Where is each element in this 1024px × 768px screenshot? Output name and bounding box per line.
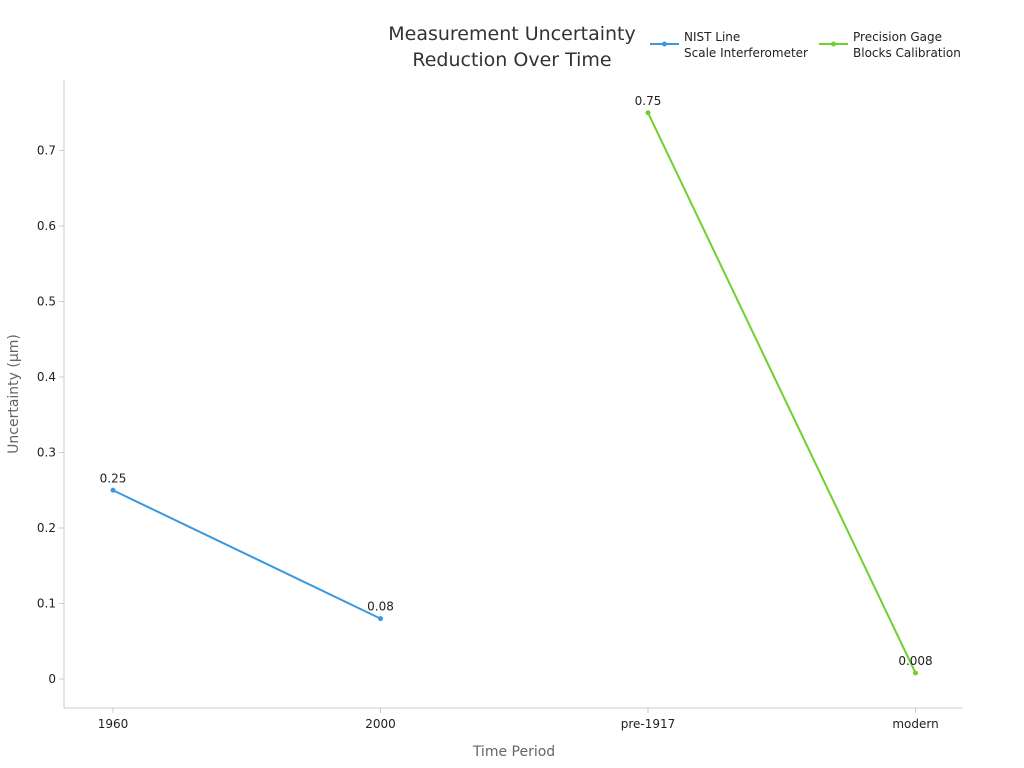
legend-swatch-marker <box>831 41 836 47</box>
legend-item-1[interactable]: NIST Line Scale Interferometer <box>650 30 808 60</box>
data-point[interactable] <box>645 110 651 116</box>
x-tick-label: 2000 <box>365 717 396 731</box>
series-1: 0.25 0.08 <box>100 471 394 622</box>
series-layer: 0.25 0.08 0.75 0.008 <box>100 94 933 676</box>
y-tick-label: 0.3 <box>37 446 56 460</box>
data-label: 0.25 <box>100 471 127 485</box>
data-point[interactable] <box>378 616 383 622</box>
series-line <box>112 489 381 620</box>
y-axis-title: Uncertainty (µm) <box>6 334 22 454</box>
x-tick-label: modern <box>892 717 938 731</box>
legend-label: Blocks Calibration <box>853 46 961 60</box>
legend-item-2[interactable]: Precision Gage Blocks Calibration <box>819 30 961 60</box>
y-tick-label: 0.7 <box>37 144 56 158</box>
legend: NIST Line Scale Interferometer Precision G… <box>650 30 961 60</box>
x-tick-label: 1960 <box>98 717 129 731</box>
y-tick-label: 0.1 <box>37 597 56 611</box>
data-point[interactable] <box>110 487 116 493</box>
y-tick-label: 0.6 <box>37 219 56 233</box>
series-line <box>647 112 917 674</box>
chart-title-line-1: Measurement Uncertainty <box>388 23 635 45</box>
x-axis-title: Time Period <box>472 744 555 760</box>
legend-label: Scale Interferometer <box>684 46 808 60</box>
data-point[interactable] <box>913 670 918 676</box>
legend-label: Precision Gage <box>853 30 942 44</box>
x-tick-label: pre-1917 <box>621 717 676 731</box>
data-label: 0.08 <box>367 600 394 614</box>
y-tick-label: 0.4 <box>37 370 56 384</box>
series-2: 0.75 0.008 <box>635 94 933 676</box>
legend-label: NIST Line <box>684 30 740 44</box>
chart-title-line-2: Reduction Over Time <box>412 49 611 71</box>
y-tick-label: 0 <box>48 672 56 686</box>
legend-swatch-marker <box>662 41 667 47</box>
y-tick-label: 0.5 <box>37 295 56 309</box>
data-label: 0.75 <box>635 94 662 108</box>
chart-title: Measurement Uncertainty Reduction Over T… <box>388 23 635 71</box>
y-tick-label: 0.2 <box>37 521 56 535</box>
y-axis-ticks: 0 0.1 0.2 0.3 0.4 0.5 0.6 0.7 <box>37 144 64 686</box>
x-axis-ticks: 1960 2000 pre-1917 modern <box>98 708 939 731</box>
data-label: 0.008 <box>898 654 932 668</box>
